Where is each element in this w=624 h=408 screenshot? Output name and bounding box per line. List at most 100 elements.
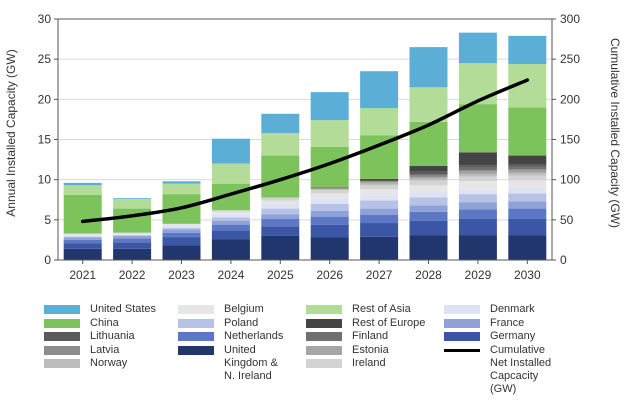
bar-segment	[310, 120, 349, 147]
bar-segment	[211, 230, 250, 240]
bar-segment	[458, 235, 497, 260]
bar-segment	[211, 210, 250, 212]
legend-item: Poland	[178, 317, 338, 330]
x-tick-label: 2021	[69, 268, 96, 282]
bar-segment	[162, 181, 201, 184]
legend-label: Norway	[90, 357, 128, 369]
legend-label: Cumulative Net Installed Capcacity (GW)	[490, 343, 552, 395]
x-tick-label: 2026	[316, 268, 343, 282]
bar-segment	[409, 177, 448, 179]
bar-segment	[63, 239, 102, 244]
bar-segment	[508, 35, 547, 64]
y-axis-label: Annual Installed Capacity (GW)	[4, 49, 18, 216]
bar-segment	[409, 185, 448, 193]
bar-segment	[409, 180, 448, 186]
bar-segment	[458, 104, 497, 153]
bar-segment	[261, 200, 300, 205]
bar-segment	[409, 121, 448, 167]
bar-segment	[360, 183, 399, 186]
bar-segment	[458, 189, 497, 195]
legend-label: France	[490, 316, 525, 329]
bar-segment	[508, 155, 547, 165]
legend-label: Denmark	[490, 303, 535, 315]
y-tick-label: 30	[38, 12, 52, 26]
legend-item: Finland	[306, 330, 466, 343]
bar-segment	[409, 47, 448, 88]
legend-item: Denmark	[444, 303, 604, 316]
bar-segment	[409, 235, 448, 260]
bar-segment	[113, 235, 152, 236]
bar-segment	[458, 170, 497, 172]
bar-segment	[310, 210, 349, 217]
legend-label: Estonia	[352, 343, 389, 356]
bar-segment	[458, 32, 497, 64]
legend-item: Rest of Asia	[306, 303, 466, 316]
bar-segment	[63, 243, 102, 249]
y-tick-label: 10	[38, 173, 52, 187]
legend-label: Rest of Europe	[352, 316, 426, 329]
bar-segment	[508, 169, 547, 171]
bar-segment	[63, 248, 102, 260]
x-tick-label: 2030	[514, 268, 541, 282]
legend-label: Ireland	[352, 357, 386, 369]
cumulative-series-line	[80, 78, 530, 224]
bar-segment	[458, 174, 497, 177]
bar-segment	[409, 197, 448, 206]
legend-swatch	[444, 305, 480, 314]
bar-segment	[162, 245, 201, 260]
x-tick-label: 2024	[218, 268, 245, 282]
bar-segment	[63, 194, 102, 234]
bar-segment	[261, 204, 300, 209]
bar-segment	[261, 219, 300, 227]
y-tick-label: 5	[44, 213, 51, 227]
legend-swatch	[306, 305, 342, 314]
bar-segment	[113, 198, 152, 209]
bar-segment	[162, 225, 201, 228]
x-tick-label: 2029	[465, 268, 492, 282]
x-tick-label: 2027	[366, 268, 393, 282]
legend-swatch	[44, 359, 80, 368]
legend-label: Poland	[224, 316, 259, 329]
legend-swatch	[306, 332, 342, 341]
bar-segment	[113, 242, 152, 249]
legend-swatch	[44, 305, 80, 314]
legend-item: Rest of Europe	[306, 317, 466, 330]
bar-segment	[63, 233, 102, 236]
bar-segment	[360, 180, 399, 182]
bar-segment	[113, 232, 152, 234]
legend-swatch	[444, 318, 480, 328]
y2-tick-label: 150	[560, 133, 580, 147]
bar-segment	[360, 208, 399, 216]
legend-swatch	[178, 332, 214, 341]
bar-segment	[409, 220, 448, 236]
legend-label: Germany	[490, 330, 536, 342]
bar-segment	[360, 189, 399, 196]
legend-swatch	[44, 332, 80, 341]
bar-segment	[63, 185, 102, 195]
bar-segment	[162, 232, 201, 238]
bar-segment	[310, 203, 349, 211]
bar-segment	[162, 229, 201, 233]
stacked-bars	[63, 32, 547, 260]
bar-segment	[211, 217, 250, 221]
x-tick-label: 2025	[267, 268, 294, 282]
y-tick-label: 0	[44, 253, 51, 267]
bar-segment	[409, 174, 448, 176]
bar-segment	[63, 236, 102, 238]
bar-segment	[409, 166, 448, 172]
legend-label: Belgium	[224, 303, 264, 315]
bar-segment	[409, 171, 448, 175]
bar-segment	[360, 195, 399, 201]
legend-item: Lithuania	[44, 330, 204, 343]
bar-segment	[162, 223, 201, 226]
y-tick-label: 20	[38, 92, 52, 106]
bar-segment	[458, 209, 497, 220]
bar-segment	[360, 215, 399, 224]
legend-swatch	[178, 305, 214, 314]
bar-segment	[310, 190, 349, 194]
x-tick-label: 2028	[415, 268, 442, 282]
bar-segment	[310, 224, 349, 238]
bar-segment	[360, 236, 399, 260]
